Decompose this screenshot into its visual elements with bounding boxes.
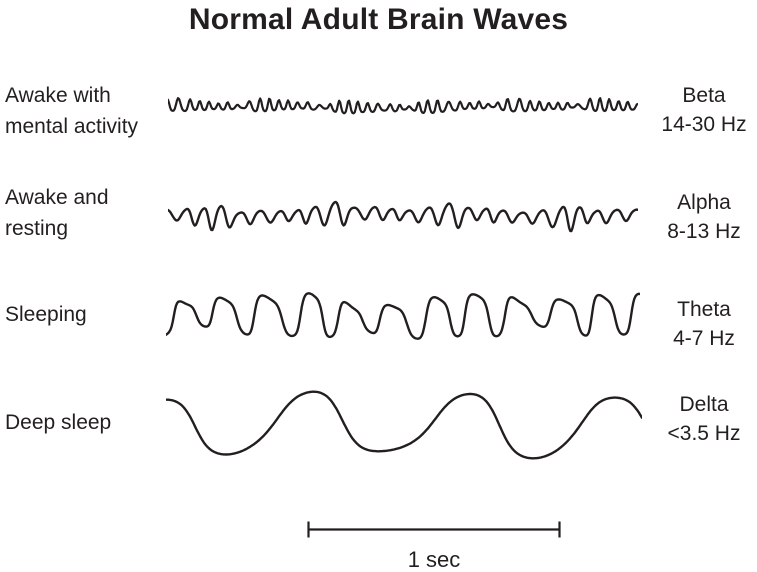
band-name: Beta	[682, 84, 726, 107]
frequency-range: 4-7 Hz	[673, 327, 735, 350]
band-label-theta: Theta 4-7 Hz	[644, 295, 757, 353]
band-name: Alpha	[677, 191, 731, 214]
band-name: Theta	[677, 298, 731, 321]
time-scale-label: 1 sec	[407, 547, 461, 572]
band-label-alpha: Alpha 8-13 Hz	[644, 188, 757, 246]
alpha-wave-trace	[168, 200, 638, 233]
state-label-deep-sleep: Deep sleep	[5, 411, 112, 434]
beta-wave-trace	[168, 97, 638, 115]
theta-wave-trace	[166, 292, 640, 340]
frequency-range: 8-13 Hz	[667, 220, 741, 243]
time-scale-bar	[307, 521, 561, 538]
frequency-range: 14-30 Hz	[661, 113, 747, 136]
band-label-delta: Delta <3.5 Hz	[644, 390, 757, 448]
band-label-beta: Beta 14-30 Hz	[644, 81, 757, 139]
state-label-awake-mental-activity: Awake with mental activity	[5, 84, 139, 138]
band-name: Delta	[679, 393, 729, 416]
frequency-range: <3.5 Hz	[667, 422, 741, 445]
diagram-title: Normal Adult Brain Waves	[188, 3, 569, 36]
state-label-awake-resting: Awake and resting	[5, 186, 109, 240]
state-label-sleeping: Sleeping	[5, 303, 87, 326]
delta-wave-trace	[166, 390, 642, 460]
